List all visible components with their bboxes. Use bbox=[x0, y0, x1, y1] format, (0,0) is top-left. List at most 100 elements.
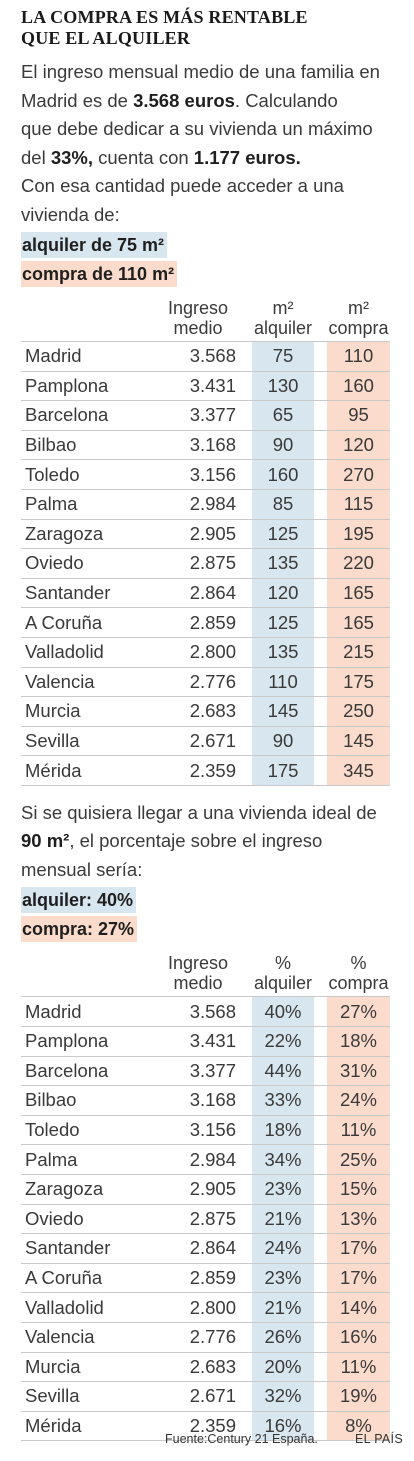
income-cell: 2.859 bbox=[189, 611, 236, 633]
income-cell: 2.671 bbox=[189, 1385, 236, 1407]
table-row: Mérida 2.359 16% 8% bbox=[21, 1411, 390, 1441]
city-cell: Oviedo bbox=[25, 552, 84, 574]
city-cell: Madrid bbox=[25, 345, 82, 367]
buy-cell: 160 bbox=[327, 371, 390, 401]
city-cell: Palma bbox=[25, 493, 78, 515]
rent-cell: 85 bbox=[252, 489, 314, 520]
percentage-table: Ingreso medio % alquiler % compra Madrid 3.5… bbox=[21, 954, 390, 1441]
buy-cell: 18% bbox=[327, 1026, 390, 1057]
buy-cell: 13% bbox=[327, 1204, 390, 1234]
table-row: A Coruña 2.859 125 165 bbox=[21, 607, 390, 638]
rent-cell: 135 bbox=[252, 637, 314, 668]
buy-cell: 145 bbox=[327, 726, 390, 756]
rent-cell: 90 bbox=[252, 430, 314, 460]
city-cell: Madrid bbox=[25, 1000, 82, 1022]
income-cell: 3.568 bbox=[189, 345, 236, 367]
rent-cell: 125 bbox=[252, 519, 314, 549]
city-cell: Valencia bbox=[25, 1326, 95, 1348]
table-row: Valencia 2.776 110 175 bbox=[21, 667, 390, 697]
table-header: Ingreso medio % alquiler % compra bbox=[21, 954, 390, 997]
buy-cell: 215 bbox=[327, 637, 390, 668]
buy-cell: 250 bbox=[327, 696, 390, 727]
table-row: Pamplona 3.431 130 160 bbox=[21, 371, 390, 401]
table-row: Oviedo 2.875 21% 13% bbox=[21, 1204, 390, 1234]
rent-cell: 16% bbox=[252, 1411, 314, 1441]
income-cell: 3.377 bbox=[189, 404, 236, 426]
table-row: Toledo 3.156 160 270 bbox=[21, 459, 390, 490]
rent-cell: 18% bbox=[252, 1115, 314, 1145]
rent-cell: 22% bbox=[252, 1026, 314, 1057]
table-row: Sevilla 2.671 90 145 bbox=[21, 726, 390, 756]
city-cell: Barcelona bbox=[25, 404, 109, 426]
table-row: Murcia 2.683 145 250 bbox=[21, 696, 390, 727]
city-cell: Murcia bbox=[25, 1355, 81, 1377]
city-cell: Pamplona bbox=[25, 1030, 109, 1052]
city-cell: Mérida bbox=[25, 759, 82, 781]
buy-cell: 11% bbox=[327, 1352, 390, 1382]
rent-cell: 33% bbox=[252, 1085, 314, 1116]
income-cell: 2.800 bbox=[189, 1296, 236, 1318]
city-cell: Santander bbox=[25, 1237, 111, 1259]
income-cell: 2.984 bbox=[189, 493, 236, 515]
rent-cell: 90 bbox=[252, 726, 314, 756]
city-cell: Bilbao bbox=[25, 434, 77, 456]
rent-cell: 135 bbox=[252, 548, 314, 579]
table-row: Barcelona 3.377 65 95 bbox=[21, 400, 390, 431]
table-row: Bilbao 3.168 90 120 bbox=[21, 430, 390, 460]
table-row: Murcia 2.683 20% 11% bbox=[21, 1352, 390, 1382]
intro-line: vivienda de: bbox=[21, 203, 120, 225]
table-row: Pamplona 3.431 22% 18% bbox=[21, 1026, 390, 1057]
table-row: Valencia 2.776 26% 16% bbox=[21, 1322, 390, 1353]
rent-cell: 20% bbox=[252, 1352, 314, 1382]
rent-cell: 65 bbox=[252, 400, 314, 431]
income-cell: 2.671 bbox=[189, 730, 236, 752]
intro-line: que debe dedicar a su vivienda un máximo bbox=[21, 118, 373, 139]
income-cell: 3.168 bbox=[189, 434, 236, 456]
table-row: Zaragoza 2.905 125 195 bbox=[21, 519, 390, 549]
city-cell: Mérida bbox=[25, 1415, 82, 1437]
intro-line: El ingreso mensual medio de una familia … bbox=[21, 61, 380, 82]
rent-cell: 34% bbox=[252, 1144, 314, 1175]
summary-tags-2: alquiler: 40% compra: 27% bbox=[21, 887, 398, 943]
city-cell: Valencia bbox=[25, 670, 95, 692]
income-cell: 2.683 bbox=[189, 1355, 236, 1377]
buy-cell: 8% bbox=[327, 1411, 390, 1441]
mid-line: mensual sería: bbox=[21, 858, 143, 880]
buy-cell: 24% bbox=[327, 1085, 390, 1116]
table-row: Valladolid 2.800 21% 14% bbox=[21, 1292, 390, 1323]
rent-cell: 32% bbox=[252, 1381, 314, 1412]
buy-cell: 15% bbox=[327, 1174, 390, 1205]
buy-cell: 95 bbox=[327, 400, 390, 431]
income-cell: 2.359 bbox=[189, 1415, 236, 1437]
city-cell: Santander bbox=[25, 582, 111, 604]
headline-line-1: La compra es más rentable bbox=[21, 7, 308, 27]
buy-cell: 345 bbox=[327, 755, 390, 786]
buy-header: % compra bbox=[328, 953, 389, 993]
income-cell: 3.156 bbox=[189, 463, 236, 485]
buy-cell: 17% bbox=[327, 1233, 390, 1264]
budget-value: 1.177 euros. bbox=[193, 146, 301, 168]
table-row: Valladolid 2.800 135 215 bbox=[21, 637, 390, 668]
city-cell: Barcelona bbox=[25, 1059, 109, 1081]
second-paragraph: Si se quisiera llegar a una vivienda ide… bbox=[21, 799, 398, 885]
buy-cell: 110 bbox=[327, 341, 390, 372]
table-row: Oviedo 2.875 135 220 bbox=[21, 548, 390, 579]
income-header: Ingreso medio bbox=[167, 953, 229, 993]
rent-cell: 160 bbox=[252, 459, 314, 490]
buy-cell: 175 bbox=[327, 667, 390, 697]
income-cell: 2.776 bbox=[189, 670, 236, 692]
buy-cell: 120 bbox=[327, 430, 390, 460]
buy-cell: 17% bbox=[327, 1263, 390, 1293]
city-cell: Pamplona bbox=[25, 374, 109, 396]
headline-line-2: que el alquiler bbox=[21, 28, 191, 48]
city-cell: A Coruña bbox=[25, 611, 103, 633]
table-row: Barcelona 3.377 44% 31% bbox=[21, 1056, 390, 1086]
buy-header: m² compra bbox=[328, 298, 389, 338]
buy-cell: 14% bbox=[327, 1292, 390, 1323]
buy-cell: 27% bbox=[327, 996, 390, 1027]
income-cell: 2.905 bbox=[189, 522, 236, 544]
table-row: Toledo 3.156 18% 11% bbox=[21, 1115, 390, 1145]
buy-cell: 11% bbox=[327, 1115, 390, 1145]
surface-table: Ingreso medio m² alquiler m² compra Madrid 3… bbox=[21, 298, 390, 786]
mid-line: Si se quisiera llegar a una vivienda ide… bbox=[21, 801, 377, 823]
